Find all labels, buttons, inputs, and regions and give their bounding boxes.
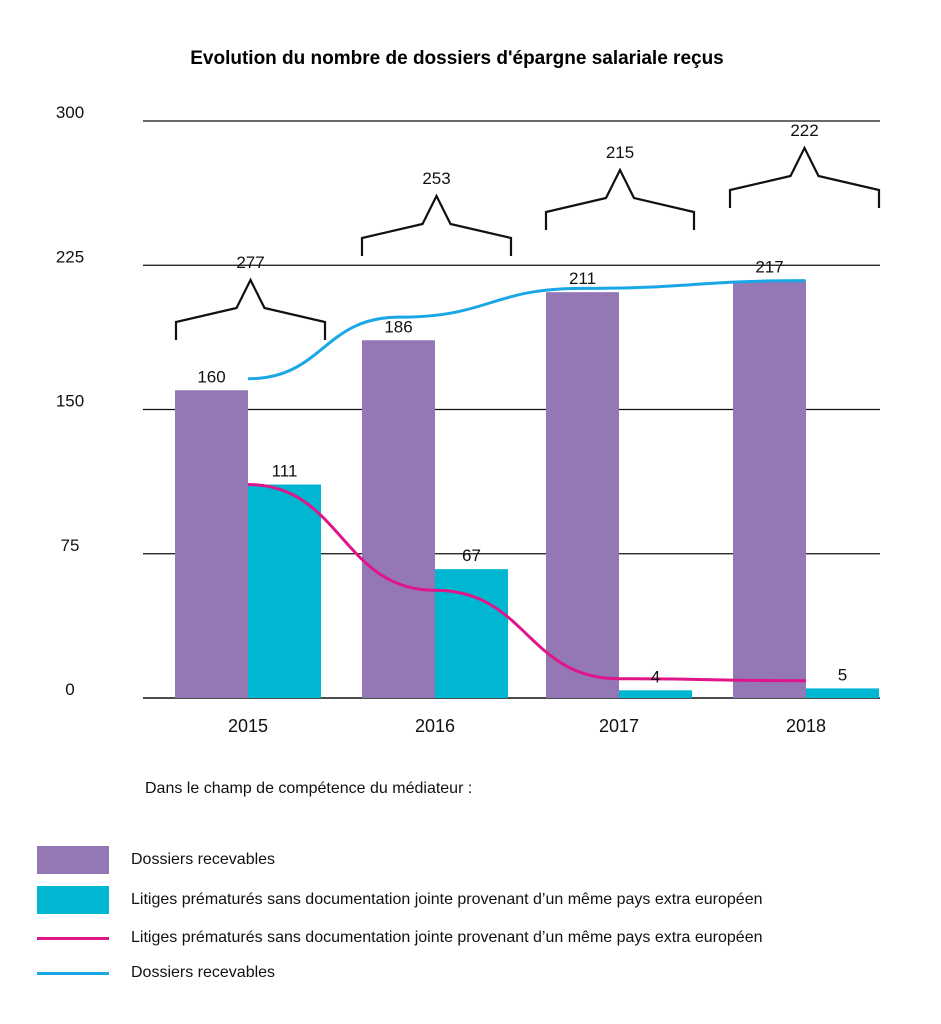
total-brace xyxy=(544,167,696,230)
data-label: 217 xyxy=(755,258,783,277)
data-label: 186 xyxy=(384,317,412,336)
y-tick-label: 225 xyxy=(56,247,84,266)
data-label: 160 xyxy=(197,367,225,386)
labels-layer: 160 111 2015 186 67 2016 211 4 2017 217 5 2018 xyxy=(197,258,847,736)
chart-title: Evolution du nombre de dossiers d'épargn… xyxy=(190,48,724,69)
data-label: 211 xyxy=(569,269,596,288)
bar xyxy=(806,688,879,698)
bar xyxy=(435,569,508,698)
lines-layer xyxy=(247,279,807,683)
line-series-dossiers xyxy=(247,279,806,381)
braces-layer: 277 253 215 222 xyxy=(174,121,881,340)
bars-layer xyxy=(175,280,879,698)
total-brace xyxy=(728,145,881,208)
data-label: 5 xyxy=(838,665,847,684)
bar xyxy=(248,484,321,698)
y-tick-label: 75 xyxy=(61,536,80,555)
bar xyxy=(175,390,248,698)
data-label: 67 xyxy=(462,546,481,565)
data-label: 111 xyxy=(272,462,298,481)
line-series-litiges xyxy=(247,483,807,683)
y-tick-label: 300 xyxy=(56,103,84,122)
bar xyxy=(546,292,619,698)
total-label: 222 xyxy=(790,121,818,140)
y-tick-label: 150 xyxy=(56,392,84,411)
total-brace xyxy=(360,193,513,256)
total-label: 277 xyxy=(236,253,264,272)
x-tick-label: 2016 xyxy=(415,716,455,736)
total-label: 215 xyxy=(606,143,634,162)
x-tick-label: 2017 xyxy=(599,716,639,736)
y-tick-label: 0 xyxy=(65,680,74,699)
bar xyxy=(362,340,435,698)
total-brace xyxy=(174,277,327,340)
data-label: 4 xyxy=(651,667,660,686)
bar xyxy=(733,280,806,698)
total-label: 253 xyxy=(422,169,450,188)
x-tick-label: 2018 xyxy=(786,716,826,736)
x-tick-label: 2015 xyxy=(228,716,268,736)
bar xyxy=(619,690,692,698)
